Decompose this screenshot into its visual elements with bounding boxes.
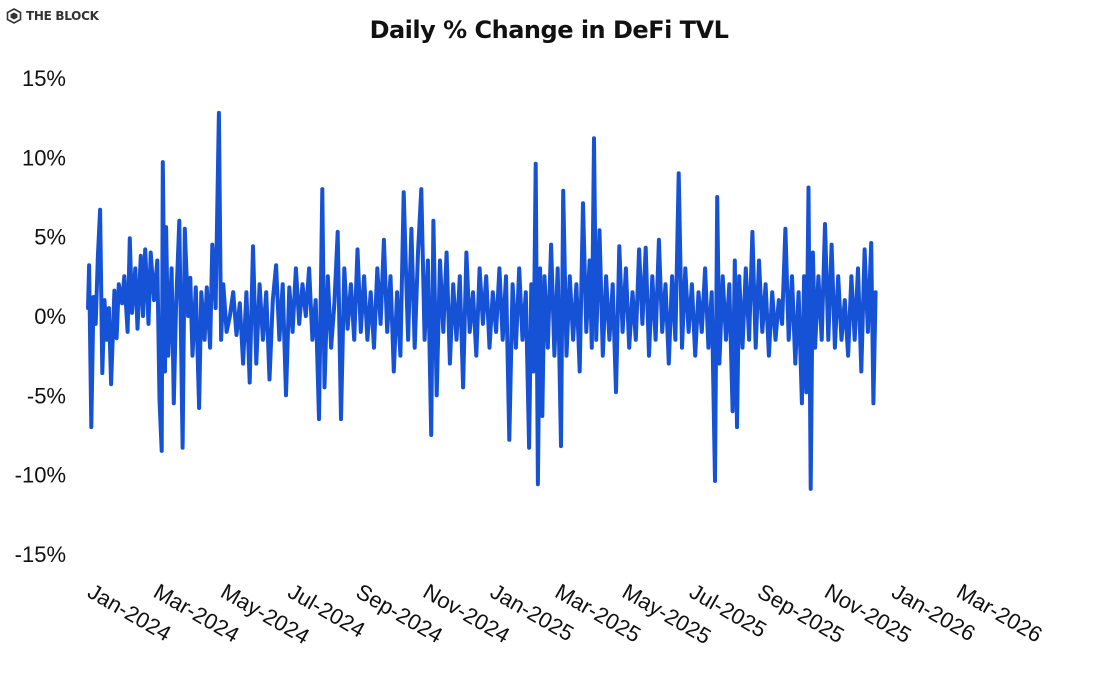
y-tick-label: -5% [27,383,66,408]
y-axis: 15% 10% 5% 0% -5% -10% -15% [15,66,66,567]
y-tick-label: -10% [15,463,66,488]
y-tick-label: 10% [22,145,66,170]
brand-name: THE BLOCK [26,9,99,23]
series-line [86,110,878,491]
chart-title: Daily % Change in DeFi TVL [369,16,729,44]
y-tick-label: 15% [22,66,66,91]
the-block-logo-icon [6,8,22,24]
y-tick-label: 5% [34,225,66,250]
y-tick-label: 0% [34,304,66,329]
brand: THE BLOCK [6,8,99,24]
y-tick-label: -15% [15,542,66,567]
x-axis: Jan-2024Mar-2024May-2024Jul-2024Sep-2024… [84,579,1047,650]
series-layer [86,110,878,491]
